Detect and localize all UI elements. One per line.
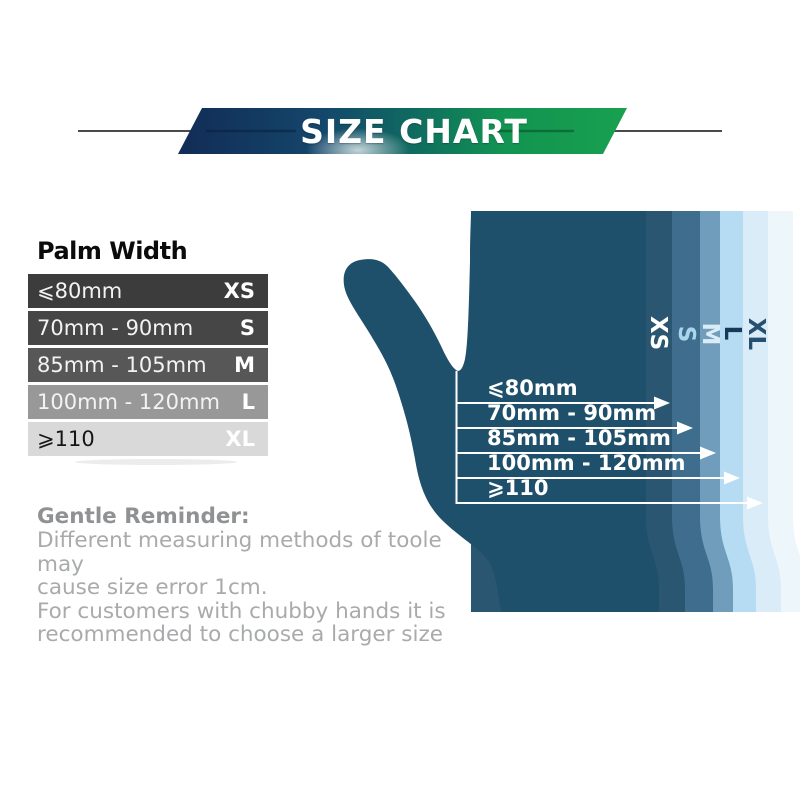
range-value: ⩽80mm — [37, 279, 123, 303]
reminder-title: Gentle Reminder: — [37, 504, 250, 529]
glove-body — [343, 211, 659, 612]
band-label-l: L — [719, 326, 745, 341]
band-label-s: S — [673, 326, 699, 343]
measure-label-xs: ⩽80mm — [487, 376, 578, 400]
arrowhead-icon — [724, 471, 740, 485]
banner-ribbon — [178, 108, 627, 154]
reminder-line: Different measuring methods of toole may — [37, 528, 442, 577]
band-label-xs: XS — [645, 316, 671, 350]
table-shadow — [75, 459, 237, 465]
arrowhead-icon — [700, 446, 716, 460]
range-value: 100mm - 120mm — [37, 390, 220, 414]
size-value: S — [239, 316, 255, 340]
table-row-s: 70mm - 90mm S — [28, 311, 268, 345]
band-label-xl: XL — [743, 318, 769, 351]
table-row-m: 85mm - 105mm M — [28, 348, 268, 382]
measure-label-l: 100mm - 120mm — [487, 451, 686, 475]
reminder-line: cause size error 1cm. — [37, 575, 268, 600]
table-row-xl: ⩾110 XL — [28, 422, 268, 456]
banner-highlight — [306, 128, 410, 172]
range-value: 85mm - 105mm — [37, 353, 207, 377]
table-row-l: 100mm - 120mm L — [28, 385, 268, 419]
size-value: XS — [223, 279, 255, 303]
reminder-line: recommended to choose a larger size — [37, 622, 443, 647]
measure-label-xl: ⩾110 — [487, 476, 548, 500]
page-title: SIZE CHART — [300, 111, 528, 151]
size-value: XL — [225, 427, 255, 451]
measure-label-s: 70mm - 90mm — [487, 401, 656, 425]
arrowhead-icon — [654, 396, 670, 410]
gentle-reminder: Gentle Reminder: Different measuring met… — [37, 505, 467, 647]
size-table: ⩽80mm XS 70mm - 90mm S 85mm - 105mm M 10… — [28, 274, 268, 459]
measure-label-m: 85mm - 105mm — [487, 426, 671, 450]
arrowhead-icon — [747, 496, 763, 510]
size-value: M — [234, 353, 255, 377]
band-label-m: M — [697, 323, 723, 346]
palm-width-heading: Palm Width — [37, 237, 188, 265]
reminder-line: For customers with chubby hands it is — [37, 598, 446, 624]
range-value: 70mm - 90mm — [37, 316, 194, 340]
table-row-xs: ⩽80mm XS — [28, 274, 268, 308]
header-banner — [78, 108, 722, 172]
range-value: ⩾110 — [37, 427, 95, 451]
arrowhead-icon — [677, 421, 693, 435]
size-value: L — [241, 390, 255, 414]
